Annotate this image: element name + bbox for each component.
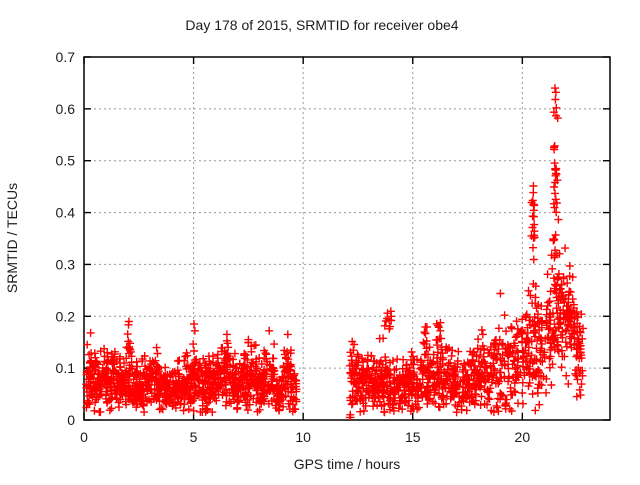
y-tick-label: 0.6 [56, 101, 76, 117]
x-tick-label: 15 [405, 429, 421, 445]
x-tick-label: 20 [515, 429, 531, 445]
y-tick-label: 0.2 [56, 308, 76, 324]
chart-title: Day 178 of 2015, SRMTID for receiver obe… [185, 17, 458, 33]
scatter-plus-markers [82, 84, 587, 420]
x-axis-label: GPS time / hours [294, 456, 401, 472]
scatter-points-series [82, 84, 587, 420]
y-tick-label: 0.5 [56, 153, 76, 169]
y-tick-label: 0.7 [56, 49, 76, 65]
x-tick-label: 5 [190, 429, 198, 445]
y-tick-label: 0.3 [56, 256, 76, 272]
y-tick-labels: 0 0.1 0.2 0.3 0.4 0.5 0.6 0.7 [56, 49, 76, 428]
axis-tick-marks [83, 56, 610, 421]
plot-border [83, 56, 611, 421]
grid-lines [84, 57, 610, 420]
x-tick-label: 0 [80, 429, 88, 445]
y-tick-label: 0.1 [56, 360, 76, 376]
x-tick-labels: 0 5 10 15 20 [80, 429, 530, 445]
x-tick-label: 10 [295, 429, 311, 445]
y-tick-label: 0.4 [56, 205, 76, 221]
y-tick-label: 0 [67, 412, 75, 428]
y-axis-label: SRMTID / TECUs [4, 183, 20, 293]
